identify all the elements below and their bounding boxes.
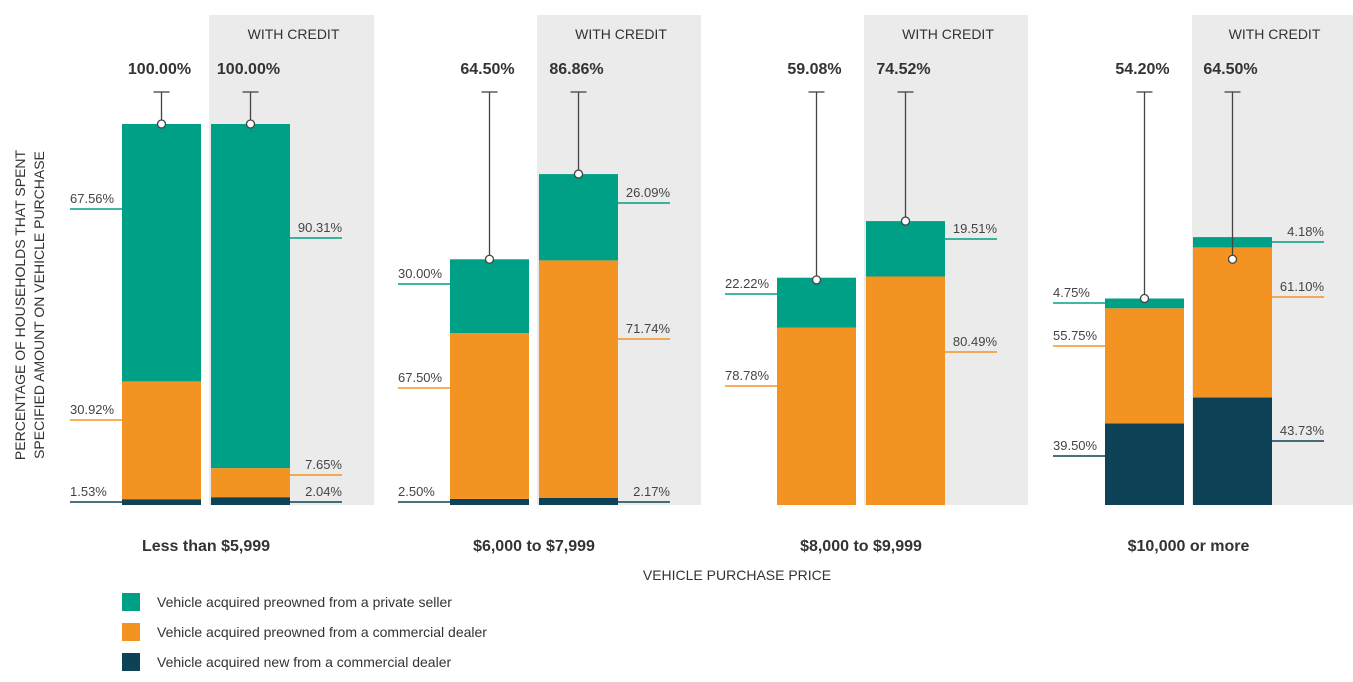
bar-segment-dealer [777, 327, 856, 505]
segment-value-label-new: 2.50% [398, 484, 435, 499]
bar-segment-private [539, 174, 618, 261]
total-value-label: 54.20% [1115, 61, 1169, 78]
total-value-label: 64.50% [460, 61, 514, 78]
segment-value-label-dealer: 80.49% [953, 334, 998, 349]
total-value-label: 100.00% [128, 61, 191, 78]
segment-value-label-dealer: 78.78% [725, 368, 770, 383]
bar-segment-dealer [866, 276, 945, 505]
total-marker [245, 119, 256, 129]
segment-value-label-private: 30.00% [398, 266, 443, 281]
credit-panel-header: WITH CREDIT [575, 26, 667, 42]
credit-panel-header: WITH CREDIT [1229, 26, 1321, 42]
segment-value-label-private: 22.22% [725, 276, 770, 291]
segment-value-label-dealer: 7.65% [305, 457, 342, 472]
x-tick-label: Less than $5,999 [142, 538, 270, 555]
legend-label-dealer: Vehicle acquired preowned from a commerc… [157, 624, 487, 640]
bar-segment-new [1193, 397, 1272, 505]
bar-segment-new [211, 497, 290, 505]
bar-segment-dealer [211, 468, 290, 498]
segment-value-label-new: 1.53% [70, 484, 107, 499]
x-tick-label: $8,000 to $9,999 [800, 538, 922, 555]
bar-segment-dealer [1193, 247, 1272, 398]
bar-segment-private [777, 277, 856, 328]
x-tick-label: $6,000 to $7,999 [473, 538, 595, 555]
bar-segment-dealer [539, 260, 618, 498]
legend-swatch-private [122, 593, 140, 611]
credit-panel-header: WITH CREDIT [902, 26, 994, 42]
total-marker [156, 119, 167, 129]
segment-value-label-private: 19.51% [953, 221, 998, 236]
bar-segment-new [450, 498, 529, 505]
segment-value-label-new: 2.04% [305, 484, 342, 499]
credit-panel-header: WITH CREDIT [248, 26, 340, 42]
total-value-label: 86.86% [549, 61, 603, 78]
segment-value-label-new: 43.73% [1280, 423, 1325, 438]
legend-swatch-new [122, 653, 140, 671]
bar-segment-private [450, 259, 529, 333]
y-axis-label-line: PERCENTAGE OF HOUSEHOLDS THAT SPENT [12, 149, 28, 460]
bar-segment-private [866, 221, 945, 277]
bar-segment-dealer [1105, 308, 1184, 424]
bar-segment-new [1105, 423, 1184, 505]
bar-segment-new [539, 497, 618, 505]
total-marker [573, 169, 584, 179]
legend-swatch-dealer [122, 623, 140, 641]
total-marker [484, 254, 495, 264]
total-marker [811, 275, 822, 285]
legend-item-new: Vehicle acquired new from a commercial d… [122, 652, 487, 672]
bar-segment-new [122, 499, 201, 505]
segment-value-label-private: 90.31% [298, 220, 343, 235]
bar-segment-private [211, 124, 290, 469]
segment-value-label-private: 4.18% [1287, 224, 1324, 239]
bar-segment-private [122, 124, 201, 382]
total-value-label: 64.50% [1203, 61, 1257, 78]
segment-value-label-new: 39.50% [1053, 438, 1098, 453]
legend-label-private: Vehicle acquired preowned from a private… [157, 594, 452, 610]
segment-value-label-dealer: 67.50% [398, 370, 443, 385]
segment-value-label-dealer: 61.10% [1280, 279, 1325, 294]
segment-value-label-dealer: 30.92% [70, 402, 115, 417]
segment-value-label-private: 26.09% [626, 185, 671, 200]
segment-value-label-private: 67.56% [70, 191, 115, 206]
y-axis-label-line: SPECIFIED AMOUNT ON VEHICLE PURCHASE [31, 151, 47, 459]
bar-segment-dealer [450, 333, 529, 499]
legend: Vehicle acquired preowned from a private… [122, 592, 487, 682]
total-value-label: 59.08% [787, 61, 841, 78]
x-tick-label: $10,000 or more [1128, 538, 1250, 555]
segment-value-label-dealer: 71.74% [626, 321, 671, 336]
bar-segment-private [1105, 298, 1184, 309]
legend-label-new: Vehicle acquired new from a commercial d… [157, 654, 452, 670]
total-marker [900, 216, 911, 226]
bar-segment-dealer [122, 381, 201, 500]
total-value-label: 74.52% [876, 61, 930, 78]
total-value-label: 100.00% [217, 61, 280, 78]
total-marker [1139, 293, 1150, 304]
segment-value-label-dealer: 55.75% [1053, 328, 1098, 343]
stacked-bar-chart: WITH CREDIT WITH CREDIT WITH CREDIT WITH CR… [12, 15, 1353, 583]
x-axis-label: VEHICLE PURCHASE PRICE [643, 567, 831, 583]
total-marker [1227, 254, 1238, 264]
legend-item-private: Vehicle acquired preowned from a private… [122, 592, 487, 612]
segment-value-label-private: 4.75% [1053, 285, 1090, 300]
legend-item-dealer: Vehicle acquired preowned from a commerc… [122, 622, 487, 642]
segment-value-label-new: 2.17% [633, 484, 670, 499]
